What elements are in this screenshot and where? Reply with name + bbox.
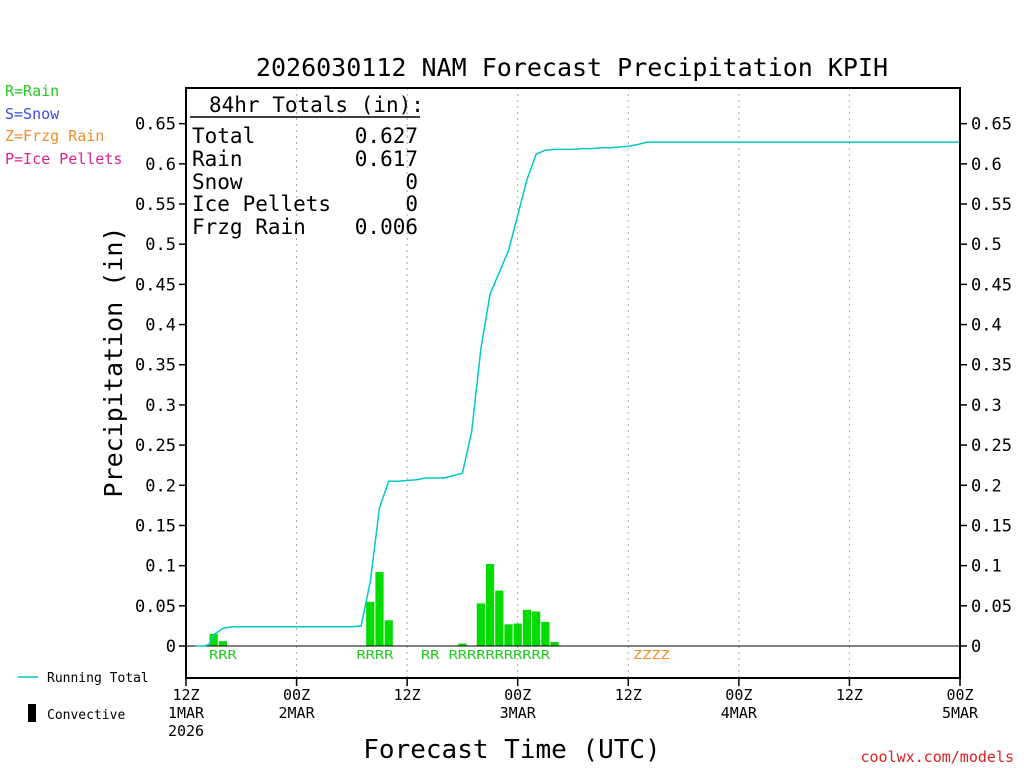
x-axis-label: Forecast Time (UTC)	[363, 735, 660, 765]
precip-bar-37h	[522, 609, 532, 646]
y-tick-label-left: 0.25	[135, 436, 176, 456]
y-tick-label-left: 0.3	[145, 396, 176, 416]
y-tick-label-right: 0.2	[971, 476, 1002, 496]
x-tick-label-48h: 12Z	[615, 686, 642, 704]
y-tick-label-left: 0.6	[145, 155, 176, 175]
precip-bar-36h	[513, 623, 522, 646]
x-tick-label-84h: 00Z	[946, 686, 973, 704]
x-tick-label-0h: 2026	[168, 722, 204, 740]
running-total-line	[195, 141, 960, 647]
x-tick-label-0h: 1MAR	[168, 704, 205, 722]
totals-snow-label: Snow	[192, 170, 243, 194]
x-tick-label-72h: 12Z	[836, 686, 863, 704]
precip-bar-39h	[541, 621, 550, 646]
y-tick-label-right: 0	[971, 637, 981, 657]
y-tick-label-right: 0.4	[971, 316, 1002, 336]
series-legend: Running Total Convective	[18, 671, 149, 723]
y-tick-label-left: 0.4	[145, 316, 176, 336]
x-tick-label-0h: 12Z	[172, 686, 199, 704]
totals-rain-label: Rain	[192, 147, 243, 171]
y-tick-label-right: 0.25	[971, 436, 1012, 456]
chart-title: 2026030112 NAM Forecast Precipitation KP…	[256, 53, 888, 82]
y-tick-label-right: 0.45	[971, 275, 1012, 295]
y-axis-label: Precipitation (in)	[99, 227, 128, 498]
y-tick-label-left: 0.1	[145, 557, 176, 577]
y-tick-label-right: 0.65	[971, 115, 1012, 135]
totals-rain-value: 0.617	[355, 147, 418, 171]
x-tick-label-60h: 00Z	[725, 686, 752, 704]
x-tick-label-12h: 00Z	[283, 686, 310, 704]
y-axis-ticks: 0 00.05 0.050.1 0.10.15 0.150.2 0.20.25 0.250.…	[135, 115, 1012, 657]
totals-frzg-label: Frzg Rain	[192, 215, 306, 239]
y-tick-label-right: 0.3	[971, 396, 1002, 416]
y-tick-label-left: 0.45	[135, 275, 176, 295]
precip-bar-32h	[476, 603, 485, 646]
ptype-marker-rain: RRR	[209, 648, 238, 662]
totals-total-value: 0.627	[355, 124, 418, 148]
y-tick-label-left: 0.55	[135, 195, 176, 215]
y-tick-label-left: 0.05	[135, 597, 176, 617]
precip-bar-34h	[495, 590, 504, 646]
y-tick-label-left: 0.65	[135, 115, 176, 135]
y-tick-label-left: 0.35	[135, 356, 176, 376]
legend-rain: R=Rain	[5, 82, 59, 100]
legend-frzg-rain: Z=Frzg Rain	[5, 127, 104, 145]
precip-bar-33h	[485, 564, 495, 646]
legend-ice-pellets: P=Ice Pellets	[5, 150, 122, 168]
x-tick-label-24h: 12Z	[394, 686, 421, 704]
precip-bar-30h	[458, 643, 467, 646]
y-tick-label-left: 0.15	[135, 516, 176, 536]
convective-swatch	[28, 704, 36, 722]
ptype-marker-rain: RR	[421, 648, 440, 662]
credit-text: coolwx.com/models	[860, 748, 1014, 766]
y-tick-label-left: 0.5	[145, 235, 176, 255]
precip-bar-22h	[384, 620, 393, 646]
vertical-gridlines	[296, 88, 850, 678]
running-total-legend-label: Running Total	[47, 671, 149, 686]
x-tick-label-12h: 2MAR	[279, 704, 316, 722]
precip-bar-3h	[209, 633, 218, 646]
convective-legend-label: Convective	[47, 708, 125, 723]
precip-bar-40h	[550, 641, 559, 646]
x-tick-label-84h: 5MAR	[942, 704, 979, 722]
totals-snow-value: 0	[405, 170, 418, 194]
ptype-legend: R=Rain S=Snow Z=Frzg Rain P=Ice Pellets	[5, 82, 122, 168]
precip-bar-35h	[504, 624, 513, 646]
precip-bar-4h	[218, 641, 227, 646]
ptype-marker-rain: RRRRRRRRRRR	[449, 648, 551, 662]
ptype-marker-rain: RRRR	[356, 648, 394, 662]
precip-bar-21h	[375, 572, 384, 646]
totals-total-label: Total	[192, 124, 255, 148]
precip-bar-20h	[366, 601, 375, 646]
totals-box: 84hr Totals (in): Total 0.627 Rain 0.617…	[190, 93, 424, 239]
legend-snow: S=Snow	[5, 105, 60, 123]
y-tick-label-right: 0.5	[971, 235, 1002, 255]
precip-bar-38h	[532, 611, 541, 646]
ptype-markers: RRR RRRR RR RRRRRRRRRRR ZZZZ	[209, 648, 670, 662]
totals-title: 84hr Totals (in):	[209, 93, 424, 117]
y-tick-label-left: 0.2	[145, 476, 176, 496]
y-tick-label-right: 0.05	[971, 597, 1012, 617]
plot-frame	[185, 87, 961, 679]
totals-frzg-value: 0.006	[355, 215, 418, 239]
ptype-marker-frzg: ZZZZ	[633, 648, 670, 662]
y-tick-label-right: 0.1	[971, 557, 1002, 577]
y-tick-label-right: 0.6	[971, 155, 1002, 175]
x-tick-label-36h: 00Z	[504, 686, 531, 704]
y-tick-label-right: 0.15	[971, 516, 1012, 536]
totals-ice-label: Ice Pellets	[192, 192, 331, 216]
x-tick-label-60h: 4MAR	[721, 704, 758, 722]
y-tick-label-right: 0.35	[971, 356, 1012, 376]
y-tick-label-left: 0	[166, 637, 176, 657]
precip-bars	[209, 564, 559, 646]
x-tick-label-36h: 3MAR	[500, 704, 537, 722]
totals-ice-value: 0	[405, 192, 418, 216]
y-tick-label-right: 0.55	[971, 195, 1012, 215]
